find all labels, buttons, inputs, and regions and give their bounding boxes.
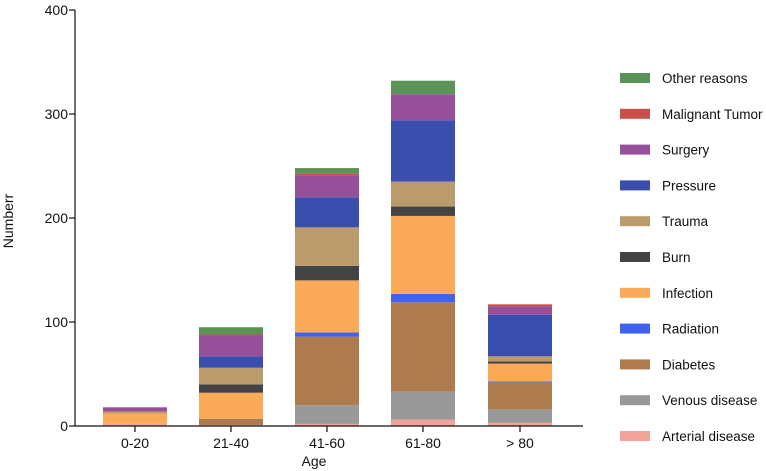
legend-swatch <box>620 323 650 334</box>
legend-label: Diabetes <box>662 357 716 372</box>
bar-segment <box>488 363 552 382</box>
bar-segment <box>295 197 359 228</box>
bar-segment <box>199 335 263 357</box>
bar-segment <box>295 280 359 333</box>
y-axis-ticks: 0 100 200 300 400 <box>45 2 75 434</box>
bar-segment <box>488 356 552 362</box>
bar-segment <box>199 367 263 385</box>
legend-swatch <box>620 144 650 155</box>
bar-segment <box>295 405 359 424</box>
y-tick-label: 0 <box>60 418 68 434</box>
bar-segment <box>488 381 552 383</box>
y-tick-label: 200 <box>45 210 69 226</box>
legend-swatch <box>620 287 650 298</box>
legend-swatch <box>620 180 650 191</box>
x-tick-label: > 80 <box>506 435 534 451</box>
bar-segment <box>488 306 552 315</box>
bar-segment <box>391 181 455 207</box>
bar-segment <box>199 356 263 368</box>
legend-swatch <box>620 216 650 227</box>
bar-segment <box>295 265 359 281</box>
legend: Other reasons Malignant Tumor Surgery Press… <box>620 71 763 444</box>
bar-segment <box>103 423 167 426</box>
bar-segment <box>391 293 455 303</box>
legend-swatch <box>620 108 650 119</box>
bar-segment <box>488 304 552 307</box>
legend-swatch <box>620 431 650 441</box>
x-tick-label: 41-60 <box>309 435 345 451</box>
legend-label: Radiation <box>662 322 719 337</box>
bar-segment <box>391 419 455 426</box>
bar-segment <box>391 80 455 95</box>
legend-label: Surgery <box>662 143 710 158</box>
bar-segment <box>295 173 359 176</box>
x-tick-label: 21-40 <box>213 435 249 451</box>
legend-swatch <box>620 395 650 406</box>
legend-label: Arterial disease <box>662 429 755 444</box>
x-tick-label: 0-20 <box>121 435 149 451</box>
y-tick-label: 300 <box>45 106 69 122</box>
bar-segment <box>295 332 359 337</box>
y-tick-label: 400 <box>45 2 69 18</box>
bar-segment <box>199 392 263 419</box>
y-tick-label: 100 <box>45 314 69 330</box>
bar-segment <box>295 175 359 198</box>
legend-label: Trauma <box>662 214 709 229</box>
legend-label: Other reasons <box>662 71 748 86</box>
bar-segment <box>391 206 455 216</box>
bar-segment <box>391 94 455 121</box>
bar-segment <box>199 418 263 425</box>
bar-segment <box>391 215 455 294</box>
legend-swatch <box>620 359 650 370</box>
bar-segment <box>199 327 263 335</box>
bar-segment <box>199 334 263 336</box>
legend-swatch <box>620 73 650 83</box>
legend-label: Infection <box>662 286 713 301</box>
bar-segment <box>295 423 359 426</box>
bar-segment <box>488 409 552 423</box>
x-axis-title: Age <box>302 453 327 469</box>
legend-label: Burn <box>662 250 691 265</box>
bar-segment <box>488 314 552 357</box>
bar-segment <box>488 422 552 426</box>
bar-segment <box>103 411 167 414</box>
legend-label: Pressure <box>662 178 716 193</box>
bar-segment <box>391 302 455 392</box>
x-axis-ticks: 0-20 21-40 41-60 61-80 > 80 <box>121 426 534 451</box>
bar-segment <box>488 382 552 410</box>
bar-segment <box>295 336 359 406</box>
bar-segment <box>391 391 455 420</box>
bars-group <box>103 80 552 426</box>
x-tick-label: 61-80 <box>405 435 441 451</box>
bar-segment <box>103 413 167 424</box>
y-axis-title: Numberr <box>0 193 16 248</box>
legend-swatch <box>620 252 650 262</box>
bar-segment <box>391 120 455 182</box>
bar-segment <box>103 407 167 412</box>
legend-label: Venous disease <box>662 393 757 408</box>
bar-segment <box>199 384 263 393</box>
bar-segment <box>295 227 359 266</box>
legend-label: Malignant Tumor <box>662 107 763 122</box>
bar-segment <box>488 361 552 364</box>
bar-segment <box>295 168 359 174</box>
